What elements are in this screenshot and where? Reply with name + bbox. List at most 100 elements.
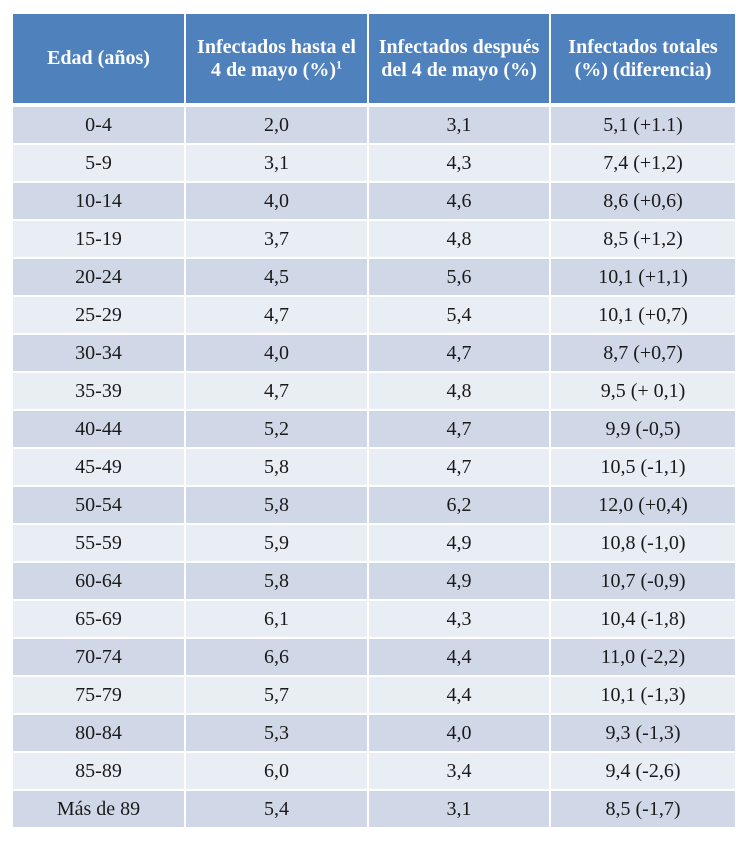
header-row: Edad (años) Infectados hasta el 4 de mayo…: [13, 14, 735, 107]
cell-age-range: 20-24: [13, 258, 186, 297]
cell-age-range: 0-4: [13, 105, 186, 145]
cell-age-range: 65-69: [13, 600, 186, 639]
cell-total-diff: 12,0 (+0,4): [550, 486, 735, 525]
cell-age-range: 50-54: [13, 486, 186, 525]
cell-age-range: 5-9: [13, 144, 186, 183]
cell-infected-after: 4,8: [368, 220, 551, 259]
footnote-marker: 1: [335, 56, 342, 71]
cell-infected-after: 3,1: [368, 105, 551, 145]
cell-infected-before: 5,8: [185, 562, 369, 601]
header-age-label: Edad (años): [47, 47, 150, 69]
table-row: 50-54 5,8 6,2 12,0 (+0,4): [13, 486, 735, 525]
cell-total-diff: 9,5 (+ 0,1): [550, 372, 735, 411]
cell-infected-after: 4,9: [368, 562, 551, 601]
table-header: Edad (años) Infectados hasta el 4 de mayo…: [13, 14, 735, 107]
table-row: 60-64 5,8 4,9 10,7 (-0,9): [13, 562, 735, 601]
cell-infected-after: 4,3: [368, 600, 551, 639]
cell-infected-after: 4,3: [368, 144, 551, 183]
table-row: 75-79 5,7 4,4 10,1 (-1,3): [13, 676, 735, 715]
cell-age-range: 75-79: [13, 676, 186, 715]
cell-infected-before: 6,0: [185, 752, 369, 791]
table-row: Más de 89 5,4 3,1 8,5 (-1,7): [13, 790, 735, 829]
header-infected-after-may-4: Infectados después del 4 de mayo (%): [368, 14, 551, 107]
cell-infected-after: 5,6: [368, 258, 551, 297]
table-row: 40-44 5,2 4,7 9,9 (-0,5): [13, 410, 735, 449]
cell-total-diff: 9,9 (-0,5): [550, 410, 735, 449]
cell-total-diff: 10,1 (-1,3): [550, 676, 735, 715]
cell-total-diff: 8,6 (+0,6): [550, 182, 735, 221]
cell-total-diff: 5,1 (+1.1): [550, 105, 735, 145]
header-infected-after-may-4-label: Infectados después del 4 de mayo (%): [378, 35, 540, 81]
cell-infected-before: 4,7: [185, 372, 369, 411]
cell-age-range: 30-34: [13, 334, 186, 373]
cell-total-diff: 10,5 (-1,1): [550, 448, 735, 487]
cell-age-range: 40-44: [13, 410, 186, 449]
cell-age-range: 35-39: [13, 372, 186, 411]
cell-infected-after: 4,9: [368, 524, 551, 563]
cell-infected-before: 5,3: [185, 714, 369, 753]
cell-infected-after: 4,4: [368, 638, 551, 677]
header-infected-before-may-4-label: Infectados hasta el 4 de mayo (%): [197, 35, 356, 81]
cell-infected-after: 3,1: [368, 790, 551, 829]
cell-infected-after: 4,0: [368, 714, 551, 753]
cell-infected-before: 6,1: [185, 600, 369, 639]
header-total-infected-label: Infectados totales (%) (diferencia): [568, 35, 718, 81]
cell-infected-before: 3,7: [185, 220, 369, 259]
cell-infected-before: 5,9: [185, 524, 369, 563]
cell-infected-before: 5,8: [185, 448, 369, 487]
cell-infected-before: 4,5: [185, 258, 369, 297]
cell-total-diff: 9,4 (-2,6): [550, 752, 735, 791]
cell-total-diff: 10,1 (+0,7): [550, 296, 735, 335]
table-row: 35-39 4,7 4,8 9,5 (+ 0,1): [13, 372, 735, 411]
table-row: 10-14 4,0 4,6 8,6 (+0,6): [13, 182, 735, 221]
cell-total-diff: 8,5 (+1,2): [550, 220, 735, 259]
cell-infected-after: 3,4: [368, 752, 551, 791]
table-row: 65-69 6,1 4,3 10,4 (-1,8): [13, 600, 735, 639]
cell-infected-after: 4,7: [368, 448, 551, 487]
cell-age-range: 80-84: [13, 714, 186, 753]
cell-infected-after: 4,8: [368, 372, 551, 411]
cell-infected-before: 4,0: [185, 182, 369, 221]
table-row: 80-84 5,3 4,0 9,3 (-1,3): [13, 714, 735, 753]
cell-infected-after: 4,6: [368, 182, 551, 221]
cell-infected-after: 6,2: [368, 486, 551, 525]
cell-infected-after: 5,4: [368, 296, 551, 335]
cell-age-range: 25-29: [13, 296, 186, 335]
cell-age-range: 15-19: [13, 220, 186, 259]
header-total-infected: Infectados totales (%) (diferencia): [550, 14, 735, 107]
table-row: 30-34 4,0 4,7 8,7 (+0,7): [13, 334, 735, 373]
cell-infected-before: 2,0: [185, 105, 369, 145]
cell-infected-before: 4,0: [185, 334, 369, 373]
table-row: 20-24 4,5 5,6 10,1 (+1,1): [13, 258, 735, 297]
table-row: 70-74 6,6 4,4 11,0 (-2,2): [13, 638, 735, 677]
table-body: 0-4 2,0 3,1 5,1 (+1.1) 5-9 3,1 4,3 7,4 (+1,2) 10…: [13, 105, 735, 829]
header-age: Edad (años): [13, 14, 186, 107]
table-row: 55-59 5,9 4,9 10,8 (-1,0): [13, 524, 735, 563]
cell-total-diff: 8,7 (+0,7): [550, 334, 735, 373]
cell-total-diff: 10,1 (+1,1): [550, 258, 735, 297]
cell-age-range: 85-89: [13, 752, 186, 791]
cell-infected-before: 5,4: [185, 790, 369, 829]
cell-infected-before: 5,7: [185, 676, 369, 715]
cell-infected-before: 5,8: [185, 486, 369, 525]
cell-age-range: 70-74: [13, 638, 186, 677]
cell-infected-after: 4,4: [368, 676, 551, 715]
table-row: 15-19 3,7 4,8 8,5 (+1,2): [13, 220, 735, 259]
table-row: 45-49 5,8 4,7 10,5 (-1,1): [13, 448, 735, 487]
cell-infected-before: 3,1: [185, 144, 369, 183]
cell-age-range: 45-49: [13, 448, 186, 487]
cell-age-range: 60-64: [13, 562, 186, 601]
cell-total-diff: 10,4 (-1,8): [550, 600, 735, 639]
cell-age-range: Más de 89: [13, 790, 186, 829]
table-row: 25-29 4,7 5,4 10,1 (+0,7): [13, 296, 735, 335]
cell-infected-after: 4,7: [368, 334, 551, 373]
table-row: 5-9 3,1 4,3 7,4 (+1,2): [13, 144, 735, 183]
cell-total-diff: 8,5 (-1,7): [550, 790, 735, 829]
cell-total-diff: 7,4 (+1,2): [550, 144, 735, 183]
cell-age-range: 55-59: [13, 524, 186, 563]
cell-age-range: 10-14: [13, 182, 186, 221]
cell-total-diff: 11,0 (-2,2): [550, 638, 735, 677]
cell-infected-before: 6,6: [185, 638, 369, 677]
cell-infected-before: 5,2: [185, 410, 369, 449]
cell-total-diff: 9,3 (-1,3): [550, 714, 735, 753]
